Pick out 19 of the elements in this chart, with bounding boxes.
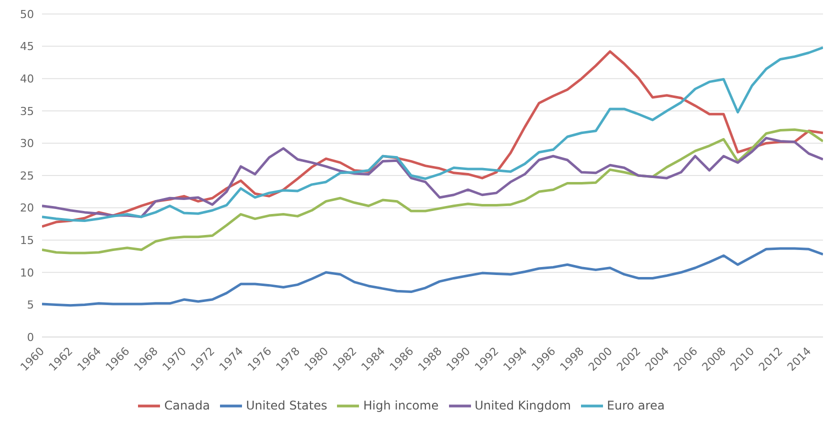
y-tick-label: 50 [20, 8, 34, 21]
legend-label: United Kingdom [474, 398, 571, 412]
y-tick-label: 0 [27, 330, 34, 344]
legend-label: United States [246, 398, 328, 412]
y-tick-label: 45 [20, 40, 34, 54]
legend-label: Euro area [606, 398, 665, 412]
legend-label: Canada [164, 398, 210, 412]
y-tick-label: 40 [20, 72, 34, 86]
line-series [42, 128, 823, 254]
y-tick-label: 10 [20, 266, 34, 280]
y-tick-label: 30 [20, 137, 34, 150]
y-tick-label: 5 [27, 298, 34, 312]
y-tick-label: 35 [20, 104, 34, 118]
y-tick-label: 15 [20, 234, 34, 248]
legend-label: High income [363, 398, 439, 412]
y-tick-label: 20 [20, 202, 34, 215]
line-series [42, 136, 823, 218]
line-series [42, 247, 823, 307]
y-tick-label: 25 [20, 169, 34, 182]
